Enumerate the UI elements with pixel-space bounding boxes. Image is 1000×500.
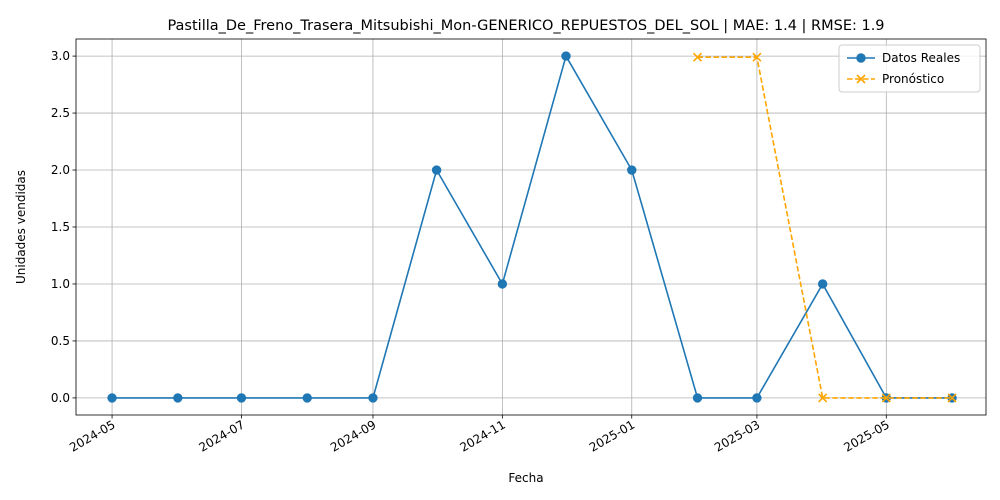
series-line [112, 54, 953, 399]
x-axis-label: Fecha [508, 471, 543, 485]
x-marker-stroke [692, 52, 703, 62]
legend-marker [856, 74, 866, 84]
data-point [302, 393, 312, 403]
chart-title: Pastilla_De_Freno_Trasera_Mitsubishi_Mon… [167, 18, 884, 34]
x-marker-stroke [818, 393, 828, 403]
legend-box [838, 44, 981, 93]
legend-label: Pronóstico [882, 72, 944, 86]
data-point [236, 393, 247, 403]
x-tick-label: 2024-11 [457, 417, 507, 454]
data-point [107, 393, 117, 403]
x-marker-stroke [752, 52, 762, 62]
data-point [627, 165, 637, 175]
legend-label: Datos Reales [882, 51, 960, 65]
data-point [752, 52, 762, 62]
y-axis-label: Unidades vendidas [14, 170, 28, 284]
legend: Datos Reales Pronóstico [838, 44, 981, 93]
data-point [692, 393, 703, 403]
y-tick-label: 0.0 [51, 391, 70, 405]
x-tick-label: 2025-01 [587, 417, 637, 454]
data-point [431, 165, 442, 175]
data-point [368, 393, 378, 403]
series-forecast [692, 52, 957, 403]
x-tick-label: 2025-05 [841, 417, 891, 454]
x-marker-stroke [881, 393, 891, 403]
y-tick-label: 2.0 [51, 163, 70, 177]
x-tick-label: 2024-05 [67, 417, 117, 454]
grid [76, 39, 986, 415]
data-point [818, 393, 828, 403]
x-marker-stroke [947, 393, 957, 403]
data-point [561, 51, 571, 61]
data-point [497, 279, 508, 289]
series [107, 51, 957, 403]
series-line [697, 56, 953, 399]
x-marker-stroke [856, 74, 866, 84]
y-tick-label: 0.5 [51, 334, 70, 348]
data-point [692, 52, 703, 62]
data-point [947, 393, 957, 403]
y-tick-label: 1.0 [51, 277, 70, 291]
data-point [817, 279, 828, 289]
data-point [881, 393, 891, 403]
y-tick-label: 1.5 [51, 220, 70, 234]
legend-marker [856, 53, 866, 63]
x-tick-label: 2025-03 [712, 417, 762, 454]
x-tick-label: 2024-09 [328, 417, 378, 454]
x-tick-label: 2024-07 [197, 417, 247, 454]
data-point [752, 393, 762, 403]
y-tick-label: 3.0 [51, 49, 70, 63]
data-point [173, 393, 183, 403]
y-tick-label: 2.5 [51, 106, 70, 120]
